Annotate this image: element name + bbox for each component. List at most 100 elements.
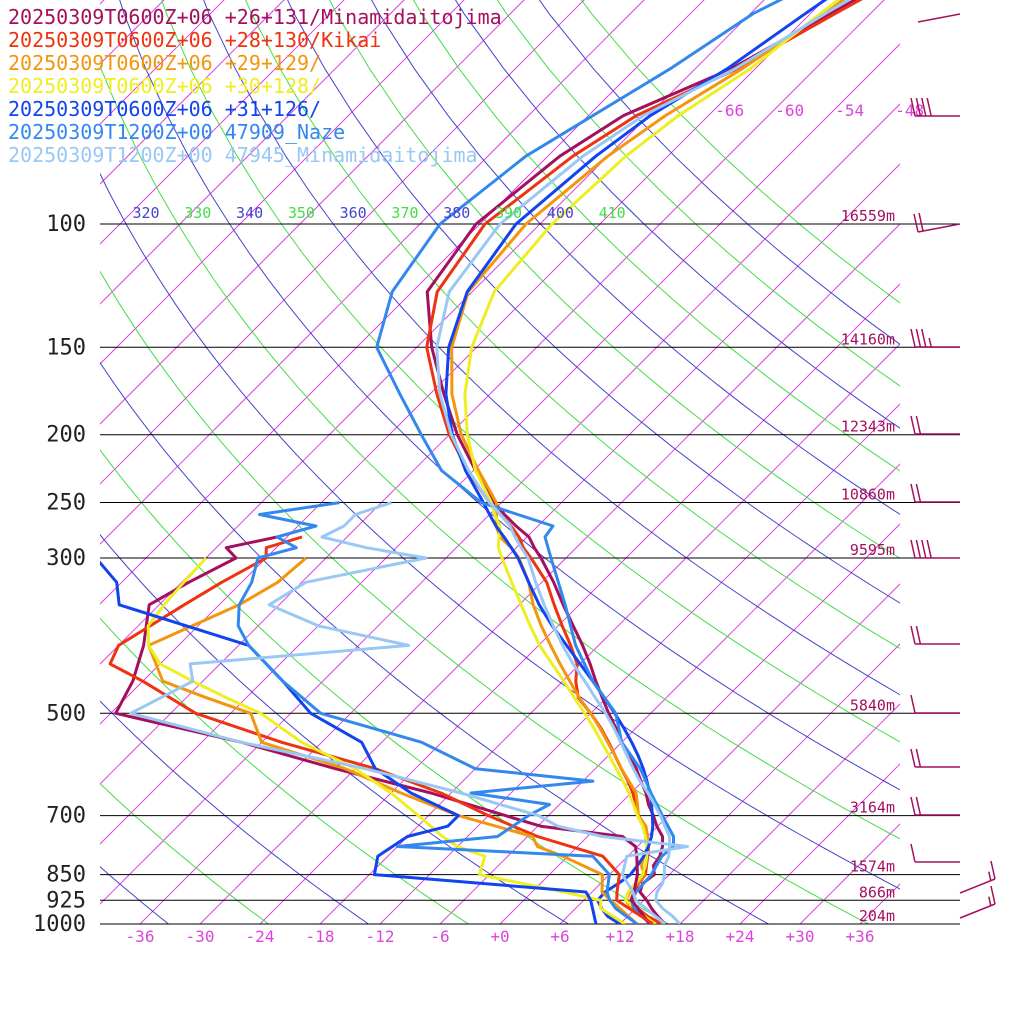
isotherm-line: [100, 0, 585, 485]
isotherm-line: [980, 0, 1024, 924]
wind-barbs: [910, 13, 996, 919]
theta-label: 360: [340, 204, 367, 222]
wind-barb-feather: [921, 97, 927, 117]
wind-barb-feather: [915, 625, 922, 645]
upper-isotherm-label: -66: [715, 101, 744, 120]
x-tick-label: +18: [666, 927, 695, 946]
wind-barb-feather: [910, 539, 916, 559]
isotherm-line: [100, 0, 705, 605]
dry-adiabat-line: [100, 783, 269, 924]
pressure-label: 500: [46, 701, 86, 726]
wind-barb-staff: [917, 13, 961, 23]
pressure-label: 700: [46, 804, 86, 829]
axis-labels: 100 16559m 150 14160m 200 12343m 250 10860m 300 9…: [33, 101, 924, 946]
x-tick-label: +30: [786, 927, 815, 946]
dry-adiabat-line: [119, 0, 900, 791]
x-tick-label: +6: [550, 927, 569, 946]
wind-barb-half-feather: [928, 337, 932, 348]
sounding-trace: [108, 535, 654, 924]
wind-barb-feather: [990, 885, 996, 905]
isotherm-line: [139, 163, 900, 924]
wind-barb-feather: [921, 328, 927, 348]
dry-adiabat-line: [454, 0, 900, 429]
wind-barb-feather: [910, 796, 916, 816]
x-tick-label: -18: [306, 927, 335, 946]
wind-barb-feather: [910, 625, 916, 645]
x-tick-label: -24: [246, 927, 275, 946]
sounding-trace: [146, 556, 626, 924]
wind-barb-feather: [910, 694, 916, 714]
legend-entry: 20250309T1200Z+00 47909_Naze: [8, 120, 345, 144]
sounding-trace: [463, 0, 841, 924]
isotherm-line: [499, 523, 900, 924]
isotherm-line: [739, 763, 900, 924]
theta-label: 370: [391, 204, 418, 222]
theta-label: 320: [132, 204, 159, 222]
legend: 20250309T0600Z+06 +26+131/Minamidaitojim…: [8, 5, 502, 167]
wind-barb-feather: [915, 539, 922, 559]
upper-isotherm-label: -54: [835, 101, 864, 120]
theta-label: 390: [495, 204, 522, 222]
dry-adiabat-line: [100, 449, 669, 924]
isotherm-line: [439, 463, 900, 924]
wind-barb-staff: [917, 223, 961, 233]
wind-barb-feather: [990, 860, 996, 880]
dry-adiabat-line: [371, 0, 900, 515]
isotherm-line: [379, 403, 900, 924]
sounding-trace: [100, 560, 598, 924]
pressure-label: 300: [46, 546, 86, 571]
wind-barb-feather: [915, 415, 922, 435]
theta-label: 330: [184, 204, 211, 222]
theta-label: 400: [547, 204, 574, 222]
dry-adiabat-line: [329, 0, 900, 559]
wind-barb-feather: [910, 97, 916, 117]
sounding-trace: [425, 0, 858, 924]
legend-entry: 20250309T0600Z+06 +28+130/Kikai: [8, 28, 381, 52]
wind-barb-feather: [910, 415, 916, 435]
isotherm-line: [799, 823, 900, 924]
x-tick-label: -12: [366, 927, 395, 946]
sounding-trace: [444, 0, 828, 924]
pressure-label: 100: [46, 212, 86, 237]
wind-barb-feather: [910, 748, 916, 768]
wind-barb-feather: [915, 748, 922, 768]
dry-adiabat-line: [100, 270, 869, 924]
wind-barb-feather: [926, 97, 932, 117]
pressure-label: 150: [46, 335, 86, 360]
upper-isotherm-label: -60: [775, 101, 804, 120]
wind-barb-feather: [915, 483, 922, 503]
isotherm-line: [100, 103, 900, 905]
dry-adiabat-line: [100, 64, 900, 840]
pressure-label: 925: [46, 888, 86, 913]
height-label: 204m: [859, 907, 895, 925]
isotherm-and-adiabat-grid: [100, 0, 1024, 924]
x-tick-label: +0: [490, 927, 509, 946]
wind-barb-feather: [915, 328, 922, 348]
wind-barb-staff: [959, 878, 996, 894]
height-label: 10860m: [841, 486, 895, 504]
dry-adiabat-line: [100, 700, 369, 924]
isotherm-line: [619, 643, 900, 924]
sounding-trace: [425, 0, 863, 924]
dry-adiabat-line: [538, 0, 900, 345]
wind-barb-feather: [910, 483, 916, 503]
theta-label: 340: [236, 204, 263, 222]
dry-adiabat-line: [100, 361, 769, 924]
x-tick-label: -30: [186, 927, 215, 946]
height-label: 1574m: [850, 858, 895, 876]
isotherm-line: [100, 0, 825, 725]
x-tick-label: +12: [606, 927, 635, 946]
x-tick-label: -6: [430, 927, 449, 946]
legend-entry: 20250309T1200Z+00 47945_Minamidaitojima: [8, 143, 478, 167]
dry-adiabat-line: [161, 0, 900, 743]
sounding-trace: [375, 0, 784, 924]
height-label: 9595m: [850, 541, 895, 559]
isotherm-line: [100, 0, 645, 545]
sounding-trace: [236, 501, 638, 924]
sounding-trace: [129, 501, 689, 924]
wind-barb-feather: [926, 539, 932, 559]
legend-entry: 20250309T0600Z+06 +30+128/: [8, 74, 321, 98]
dry-adiabat-line: [100, 534, 569, 924]
theta-label: 350: [288, 204, 315, 222]
